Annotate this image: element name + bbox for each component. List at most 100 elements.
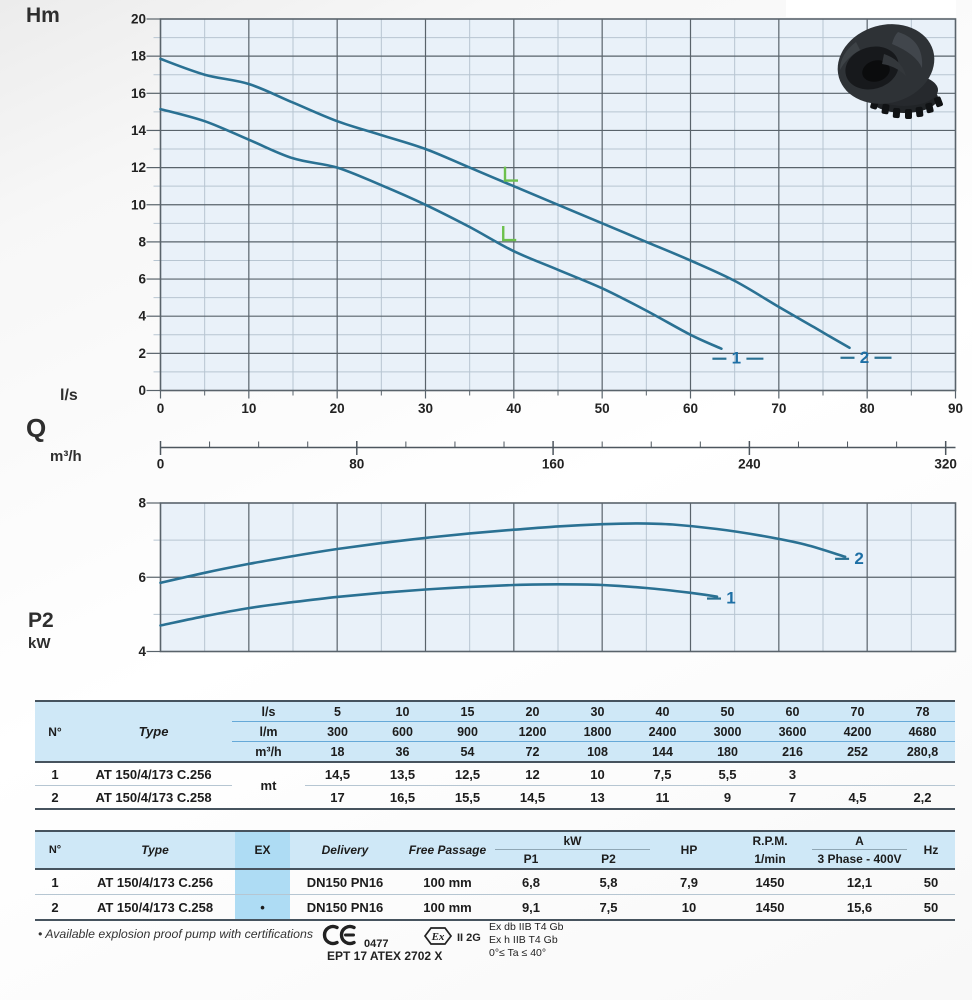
col-header-kw: kW bbox=[495, 831, 650, 850]
cell: 17 bbox=[330, 789, 345, 805]
cell: 100 mm bbox=[423, 899, 472, 915]
cell bbox=[235, 869, 290, 895]
spec-header-row-1: N° Type EX Delivery Free Passage kW HP R… bbox=[35, 831, 955, 870]
curve-label-1: 1 bbox=[732, 349, 741, 368]
svg-text:0: 0 bbox=[157, 401, 165, 416]
cell: 2 bbox=[51, 899, 59, 915]
ce-mark-icon bbox=[322, 924, 356, 946]
cell: 12 bbox=[500, 762, 565, 786]
q-m3h-axis: 0 80 160 240 320 bbox=[157, 441, 957, 472]
cert-line: Ex h IIB T4 Gb bbox=[489, 934, 558, 946]
explosion-proof-note: • Available explosion proof pump with ce… bbox=[38, 927, 313, 941]
cell: 40 bbox=[630, 701, 695, 722]
cell: 16,5 bbox=[389, 789, 416, 805]
cell: 15,5 bbox=[454, 789, 481, 805]
svg-text:240: 240 bbox=[738, 457, 761, 472]
cell: AT 150/4/173 C.258 bbox=[96, 899, 214, 915]
cell: 7 bbox=[788, 789, 797, 805]
cell: 50 bbox=[695, 701, 760, 722]
svg-text:30: 30 bbox=[418, 401, 433, 416]
cell: • bbox=[235, 894, 290, 920]
flow-axis-title: Q bbox=[26, 413, 47, 443]
row-no: 1 bbox=[35, 762, 75, 786]
cell: 5,8 bbox=[567, 869, 650, 895]
curve-1 bbox=[159, 582, 719, 627]
col-header-no: N° bbox=[35, 831, 75, 870]
svg-text:4: 4 bbox=[138, 309, 146, 324]
svg-text:8: 8 bbox=[138, 496, 146, 511]
cell: 144 bbox=[630, 741, 695, 763]
svg-text:50: 50 bbox=[595, 401, 610, 416]
svg-text:60: 60 bbox=[683, 401, 698, 416]
cert-lines: Ex db IIB T4 Gb Ex h IIB T4 Gb 0°≤ Ta ≤ … bbox=[489, 921, 564, 960]
cell bbox=[890, 762, 955, 786]
svg-text:14: 14 bbox=[131, 123, 147, 138]
cell: 1800 bbox=[565, 721, 630, 742]
ex-logo-text: Ex bbox=[431, 931, 445, 943]
cell: 30 bbox=[565, 701, 630, 722]
cell bbox=[825, 762, 890, 786]
col-header-hp: HP bbox=[650, 831, 728, 870]
spec-table: N° Type EX Delivery Free Passage kW HP R… bbox=[35, 830, 955, 921]
spec-row-2: 2 AT 150/4/173 C.258 • DN150 PN16 100 mm 9,1 7… bbox=[35, 894, 955, 920]
head-row-2: 2 AT 150/4/173 C.258 17 16,5 15,5 14,5 13 11 9… bbox=[35, 786, 955, 810]
svg-text:12: 12 bbox=[131, 160, 146, 175]
col-header-phase: 3 Phase - 400V bbox=[812, 849, 907, 870]
unit-m3h: m³/h bbox=[232, 741, 305, 763]
cell: 70 bbox=[825, 701, 890, 722]
cell: DN150 PN16 bbox=[306, 899, 384, 915]
col-header-1min: 1/min bbox=[728, 849, 812, 870]
cell: 12,1 bbox=[812, 869, 907, 895]
cell: 11 bbox=[655, 789, 670, 805]
svg-text:2: 2 bbox=[138, 346, 146, 361]
col-header-type: Type bbox=[75, 831, 235, 870]
duty-point-marker bbox=[502, 226, 517, 242]
col-header-ex: EX bbox=[235, 831, 290, 870]
flow-ls-row: N° Type l/s 5 10 15 20 30 40 50 60 70 78 bbox=[35, 701, 955, 763]
head-y-axis-title: Hm bbox=[26, 4, 60, 27]
cell: 4200 bbox=[825, 721, 890, 742]
cell: 9,1 bbox=[521, 899, 541, 915]
flow-m3h-axis-title: m³/h bbox=[50, 448, 82, 465]
cell: 100 mm bbox=[400, 869, 495, 895]
cell: 13,5 bbox=[370, 762, 435, 786]
head-row-1: 1 AT 150/4/173 C.256 mt 14,5 13,5 12,5 12 10… bbox=[35, 762, 955, 793]
cell: 300 bbox=[305, 721, 370, 742]
svg-text:16: 16 bbox=[131, 86, 147, 101]
row-no: 2 bbox=[51, 789, 59, 805]
curve-label-2: 2 bbox=[860, 348, 869, 367]
cell: 13 bbox=[590, 789, 605, 805]
photo-margin bbox=[786, 0, 956, 17]
flow-m3h-row: m³/h 18 36 54 72 108 144 180 216 252 280,8 bbox=[35, 741, 955, 763]
cert-line: Ex db IIB T4 Gb bbox=[489, 921, 564, 933]
cell: 600 bbox=[370, 721, 435, 742]
atex-code: EPT 17 ATEX 2702 X bbox=[327, 949, 443, 963]
col-header-no: N° bbox=[35, 701, 75, 763]
svg-text:70: 70 bbox=[771, 401, 786, 416]
col-header-rpm: R.P.M. bbox=[728, 831, 812, 850]
svg-text:18: 18 bbox=[131, 49, 147, 64]
atex-ex-icon: Ex bbox=[423, 927, 453, 945]
cell: 15,6 bbox=[846, 899, 873, 915]
cell: AT 150/4/173 C.256 bbox=[75, 869, 235, 895]
unit-mt: mt bbox=[260, 778, 277, 793]
cell: 20 bbox=[500, 701, 565, 722]
col-header-free-passage: Free Passage bbox=[400, 831, 495, 870]
cell: 5 bbox=[305, 701, 370, 722]
cell: 216 bbox=[760, 741, 825, 763]
curve-label-2: 2 bbox=[854, 549, 863, 568]
cell: 36 bbox=[370, 741, 435, 763]
unit-ls: l/s bbox=[232, 701, 305, 722]
cell: 7,5 bbox=[599, 899, 618, 915]
cell: 14,5 bbox=[305, 762, 370, 786]
cell: 10 bbox=[681, 899, 697, 915]
svg-text:10: 10 bbox=[241, 401, 256, 416]
svg-text:20: 20 bbox=[330, 401, 345, 416]
svg-text:0: 0 bbox=[157, 457, 165, 472]
cert-line: 0°≤ Ta ≤ 40° bbox=[489, 947, 547, 959]
svg-text:10: 10 bbox=[131, 197, 146, 212]
cell: 54 bbox=[435, 741, 500, 763]
col-header-hz: Hz bbox=[907, 831, 955, 870]
